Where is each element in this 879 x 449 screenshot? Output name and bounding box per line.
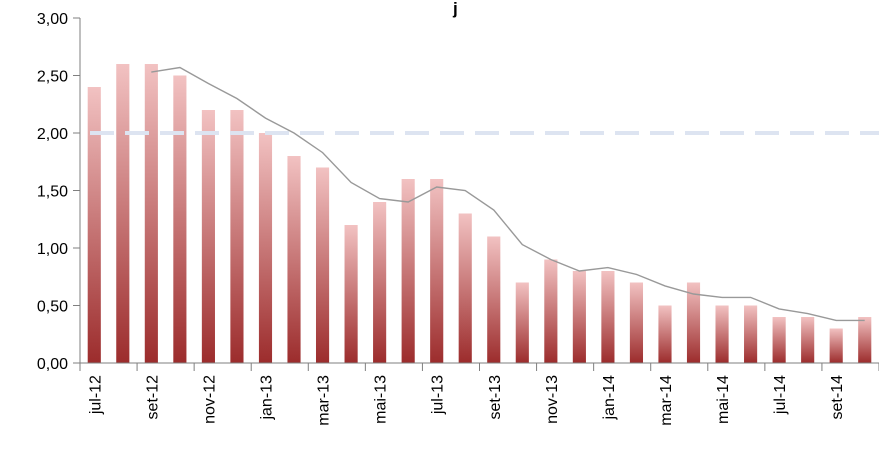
x-tick-label: mar-13	[316, 375, 333, 426]
bar-set-13	[487, 236, 501, 363]
bar-nov-12	[201, 110, 215, 363]
x-tick-label: jul-14	[772, 375, 789, 415]
bar-ago-12	[116, 64, 130, 363]
x-tick-label: jul-13	[430, 375, 447, 415]
y-tick-labels: 0,00 0,50 1,00 1,50 2,00 2,50 3,00	[37, 11, 68, 373]
bar-abr-14	[686, 282, 701, 363]
bar-mar-14	[658, 305, 672, 363]
bar-set-14	[829, 328, 843, 363]
x-tick-label: set-12	[144, 375, 161, 420]
bar-jul-13	[430, 179, 444, 363]
x-tick-labels: jul-12 set-12 nov-12 jan-13 mar-13 mai-13 jul-…	[87, 375, 846, 426]
y-tick-label: 1,50	[37, 184, 68, 201]
x-tick-label: mai-14	[715, 375, 732, 424]
bar-fev-14	[629, 282, 644, 363]
bar-jun-14	[744, 305, 758, 363]
bar-fev-13	[287, 156, 301, 363]
x-tick-label: nov-12	[201, 375, 218, 424]
bar-mar-13	[315, 167, 330, 363]
trend-line	[151, 66, 865, 322]
bar-nov-13	[544, 259, 558, 363]
bar-out-13	[515, 282, 529, 363]
bar-out-12	[173, 75, 187, 363]
bar-jan-13	[258, 133, 273, 363]
x-tick-label: jan-13	[259, 375, 276, 421]
x-tick-label: mai-13	[373, 375, 390, 424]
x-tick-label: mar-14	[658, 375, 675, 426]
bar-dez-13	[572, 271, 586, 363]
y-tick-label: 0,00	[37, 356, 68, 373]
x-tick-label: jul-12	[87, 375, 104, 415]
bar-jul-12	[87, 87, 101, 363]
bar-ago-14	[801, 317, 815, 363]
bar-jun-13	[401, 179, 415, 363]
bar-series	[87, 64, 872, 363]
x-tick-label: nov-13	[544, 375, 561, 424]
y-tick-label: 1,00	[37, 241, 68, 258]
x-tick-label: jan-14	[601, 375, 618, 421]
y-tick-label: 2,00	[37, 126, 68, 143]
bar-jul-14	[772, 317, 786, 363]
bar-mai-13	[373, 202, 387, 363]
y-tick-label: 0,50	[37, 299, 68, 316]
bar-jan-14	[601, 271, 615, 363]
y-tick-label: 3,00	[37, 11, 68, 28]
bar-dez-12	[230, 110, 244, 363]
x-tick-label: set-13	[487, 375, 504, 420]
bar-out-14	[858, 317, 872, 363]
bar-ago-13	[458, 213, 472, 363]
y-tick-label: 2,50	[37, 69, 68, 86]
axes	[73, 17, 879, 371]
x-tick-label: set-14	[829, 375, 846, 420]
bar-abr-13	[344, 225, 358, 363]
chart-title-fragment: j	[452, 0, 458, 18]
bar-set-12	[144, 64, 158, 363]
bar-mai-14	[715, 305, 729, 363]
